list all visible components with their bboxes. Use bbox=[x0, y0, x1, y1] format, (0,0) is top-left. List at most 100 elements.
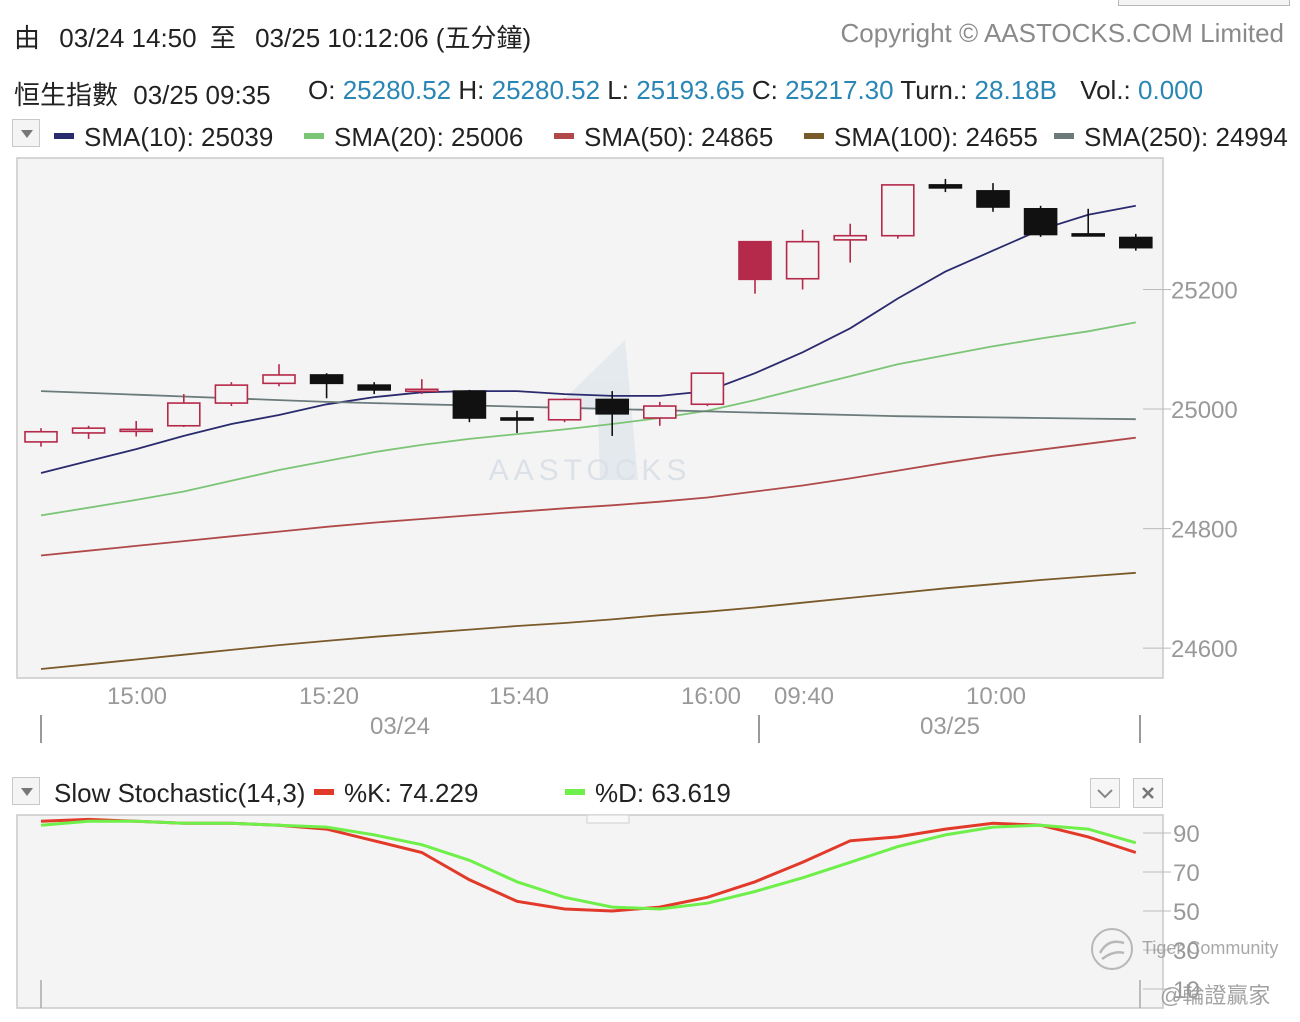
legend-swatch bbox=[304, 133, 324, 140]
candle-body bbox=[547, 398, 582, 421]
open-label: O: bbox=[308, 75, 336, 105]
legend-sma100: SMA(100): 24655 bbox=[804, 122, 1038, 153]
legend-swatch bbox=[1054, 133, 1074, 140]
from-value: 03/24 14:50 bbox=[59, 23, 197, 53]
watermark-logo: AASTOCKS bbox=[489, 340, 692, 487]
legend-swatch bbox=[554, 133, 574, 140]
high-label: H: bbox=[458, 75, 485, 105]
sma-line-sma20 bbox=[40, 321, 1136, 517]
community-handle: @輪證贏家 bbox=[1160, 983, 1271, 1008]
stoch-k-legend: %K: 74.229 bbox=[314, 778, 478, 809]
candle-body bbox=[262, 374, 296, 385]
stoch-d-line bbox=[40, 819, 1137, 911]
candle bbox=[500, 410, 534, 433]
candle bbox=[642, 401, 677, 426]
candle bbox=[690, 372, 725, 407]
close-panel-button[interactable] bbox=[1133, 778, 1163, 808]
legend-swatch bbox=[804, 133, 824, 140]
y-tick-label: 24800 bbox=[1171, 517, 1238, 544]
stoch-y-tick-label: 90 bbox=[1173, 821, 1200, 848]
date-range: 由 03/24 14:50 至 03/25 10:12:06 (五分鐘) bbox=[14, 18, 531, 55]
candle-body bbox=[976, 190, 1010, 208]
stoch-dropdown-button[interactable] bbox=[12, 777, 40, 805]
candle bbox=[1023, 205, 1058, 237]
candle-body bbox=[880, 184, 915, 237]
y-tick-label: 25200 bbox=[1171, 277, 1238, 304]
price-chart[interactable]: 24600 24800 25000 25200 AASTOCKS 15:00 15:20 15… bbox=[0, 150, 1300, 750]
candle-body bbox=[167, 402, 201, 427]
candle bbox=[1119, 233, 1153, 251]
legend-sma250-label: SMA(250): 24994 bbox=[1084, 122, 1288, 152]
candle-body bbox=[214, 384, 249, 404]
candle-body bbox=[642, 405, 677, 419]
tiger-logo-icon bbox=[1091, 928, 1133, 970]
candle bbox=[309, 373, 344, 399]
candle bbox=[547, 398, 582, 423]
chevron-down-icon bbox=[1097, 789, 1113, 799]
x-tick-label: 16:00 bbox=[681, 683, 741, 710]
stoch-y-tick-label: 50 bbox=[1173, 899, 1200, 926]
k-swatch bbox=[314, 789, 334, 796]
x-tick-label: 15:00 bbox=[107, 683, 167, 710]
legend-swatch bbox=[54, 133, 74, 140]
candle bbox=[357, 382, 392, 395]
watermark-shape bbox=[555, 340, 638, 480]
d-swatch bbox=[565, 789, 585, 796]
candle bbox=[119, 420, 153, 437]
low-label: L: bbox=[607, 75, 629, 105]
x-tick-label: 10:00 bbox=[966, 683, 1026, 710]
candle-body bbox=[24, 430, 58, 443]
candle-body bbox=[357, 384, 392, 391]
quote-datetime: 03/25 09:35 bbox=[133, 80, 271, 110]
y-tick-label: 25000 bbox=[1171, 397, 1238, 424]
high-value: 25280.52 bbox=[491, 75, 601, 105]
watermark-text: AASTOCKS bbox=[489, 454, 692, 487]
stoch-d-legend: %D: 63.619 bbox=[565, 778, 731, 809]
candle-body bbox=[595, 398, 630, 415]
resize-handle bbox=[586, 814, 630, 824]
candle bbox=[452, 389, 487, 423]
close-value: 25217.30 bbox=[785, 75, 894, 105]
copyright: Copyright © AASTOCKS.COM Limited bbox=[840, 18, 1285, 48]
x-tick-label: 15:40 bbox=[489, 683, 549, 710]
candle bbox=[24, 428, 58, 447]
candle bbox=[738, 240, 772, 294]
candle-body bbox=[1023, 208, 1058, 236]
stoch-y-tick-label: 70 bbox=[1173, 860, 1200, 887]
stoch-k-label: %K: 74.229 bbox=[344, 778, 479, 808]
candle bbox=[595, 391, 630, 436]
candle-body bbox=[1119, 236, 1153, 249]
candle-body bbox=[1071, 233, 1105, 237]
x-tick-label: 15:20 bbox=[299, 683, 359, 710]
candle bbox=[880, 184, 915, 239]
stochastic-chart[interactable]: 10 30 50 70 90 bbox=[0, 810, 1300, 1022]
open-value: 25280.52 bbox=[342, 75, 452, 105]
to-label: 至 bbox=[209, 23, 236, 53]
candle-body bbox=[928, 184, 963, 189]
volume-value: 0.000 bbox=[1138, 75, 1204, 105]
top-tab[interactable] bbox=[1118, 0, 1290, 6]
candle bbox=[167, 394, 201, 427]
tiger-community-logo bbox=[1088, 926, 1136, 977]
to-value: 03/25 10:12:06 (五分鐘) bbox=[255, 23, 532, 53]
candle bbox=[833, 223, 868, 263]
index-name: 恒生指數 bbox=[14, 80, 119, 110]
legend-sma20-label: SMA(20): 25006 bbox=[334, 122, 524, 152]
turnover-label: Turn.: bbox=[900, 75, 968, 105]
low-value: 25193.65 bbox=[636, 75, 745, 105]
legend-sma20: SMA(20): 25006 bbox=[304, 122, 523, 153]
candle-body bbox=[785, 240, 820, 280]
legend-sma100-label: SMA(100): 24655 bbox=[834, 122, 1038, 152]
candle-body bbox=[500, 417, 534, 421]
quote-bar: 恒生指數 03/25 09:35 bbox=[14, 75, 271, 112]
candle bbox=[404, 379, 439, 395]
collapse-panel-button[interactable] bbox=[1090, 778, 1120, 808]
legend-sma50: SMA(50): 24865 bbox=[554, 122, 773, 153]
candle-body bbox=[119, 428, 153, 433]
indicator-dropdown-button[interactable] bbox=[12, 119, 40, 147]
legend-sma50-label: SMA(50): 24865 bbox=[584, 122, 774, 152]
legend-sma250: SMA(250): 24994 bbox=[1054, 122, 1288, 153]
candle bbox=[71, 425, 106, 439]
legend-sma10: SMA(10): 25039 bbox=[54, 122, 273, 153]
sma-line-sma50 bbox=[40, 436, 1136, 557]
